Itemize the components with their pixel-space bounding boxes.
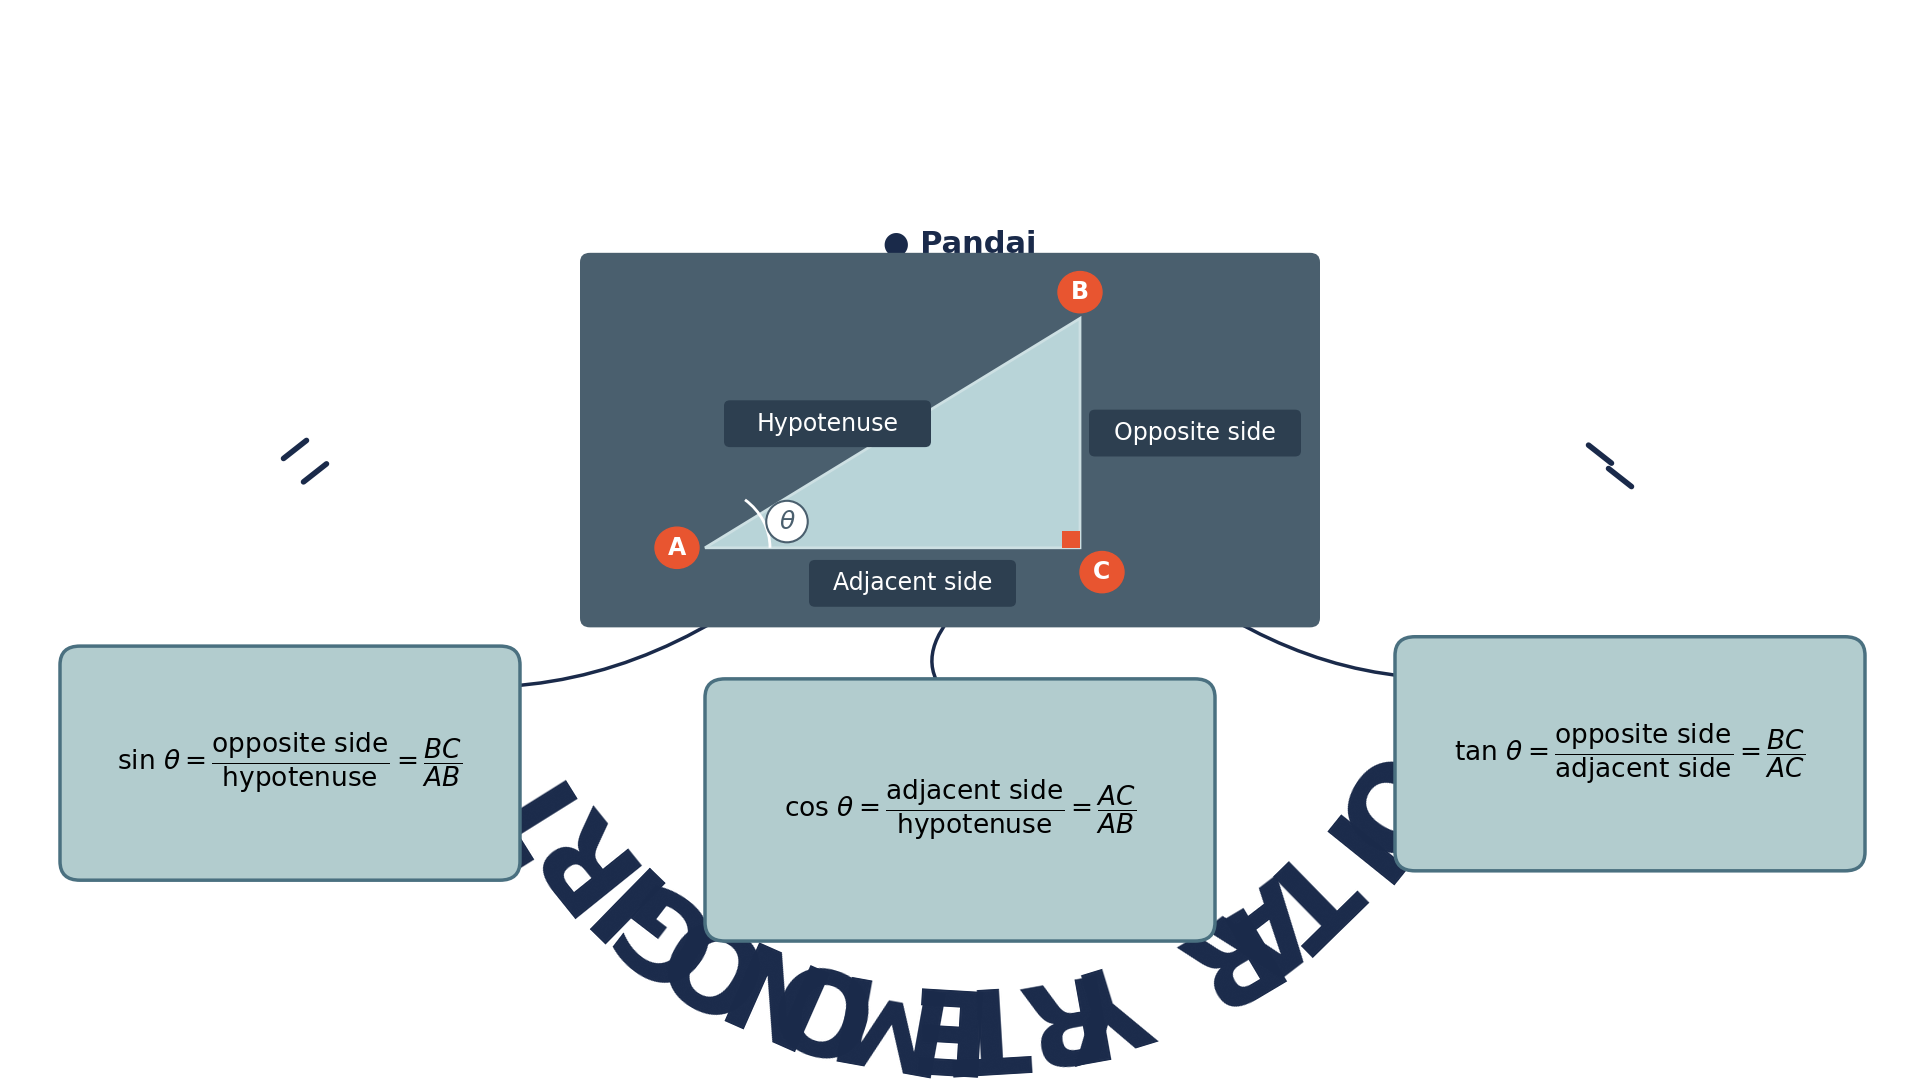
Text: G: G bbox=[588, 851, 735, 1001]
Text: R: R bbox=[993, 948, 1102, 1078]
Text: A: A bbox=[1187, 852, 1331, 999]
Text: R: R bbox=[505, 778, 651, 921]
Circle shape bbox=[1058, 271, 1102, 313]
Polygon shape bbox=[1062, 531, 1079, 548]
Text: B: B bbox=[1071, 280, 1089, 305]
FancyBboxPatch shape bbox=[1089, 409, 1302, 457]
Text: N: N bbox=[693, 908, 829, 1054]
FancyBboxPatch shape bbox=[724, 401, 931, 447]
Text: $\sin\,\theta = \dfrac{\mathrm{opposite\ side}}{\mathrm{hypotenuse}} = \dfrac{BC: $\sin\,\theta = \dfrac{\mathrm{opposite\… bbox=[117, 731, 463, 795]
Text: I: I bbox=[561, 834, 674, 946]
Text: Adjacent side: Adjacent side bbox=[833, 571, 993, 595]
Text: $\cos\,\theta = \dfrac{\mathrm{adjacent\ side}}{\mathrm{hypotenuse}} = \dfrac{AC: $\cos\,\theta = \dfrac{\mathrm{adjacent\… bbox=[783, 778, 1137, 842]
FancyBboxPatch shape bbox=[1396, 637, 1864, 870]
Text: R: R bbox=[1142, 883, 1279, 1029]
Text: Opposite side: Opposite side bbox=[1114, 421, 1277, 445]
Circle shape bbox=[1079, 552, 1123, 593]
Text: Y: Y bbox=[1046, 933, 1162, 1068]
Circle shape bbox=[655, 527, 699, 568]
Polygon shape bbox=[705, 319, 1079, 548]
Text: C: C bbox=[1092, 561, 1110, 584]
Text: T: T bbox=[945, 960, 1033, 1080]
Text: Hypotenuse: Hypotenuse bbox=[756, 411, 899, 435]
Text: E: E bbox=[887, 960, 975, 1080]
FancyBboxPatch shape bbox=[705, 679, 1215, 941]
FancyBboxPatch shape bbox=[808, 559, 1016, 607]
Text: $\tan\,\theta = \dfrac{\mathrm{opposite\ side}}{\mathrm{adjacent\ side}} = \dfra: $\tan\,\theta = \dfrac{\mathrm{opposite\… bbox=[1453, 721, 1805, 786]
Text: O: O bbox=[751, 931, 881, 1070]
FancyBboxPatch shape bbox=[580, 253, 1321, 627]
Text: I: I bbox=[1283, 796, 1400, 903]
Text: M: M bbox=[804, 946, 941, 1080]
Text: A: A bbox=[668, 536, 685, 559]
Text: O: O bbox=[1300, 732, 1452, 878]
FancyBboxPatch shape bbox=[60, 646, 520, 880]
Text: T: T bbox=[474, 741, 614, 869]
Text: O: O bbox=[637, 881, 781, 1031]
Text: T: T bbox=[1233, 821, 1371, 959]
Text: $\theta$: $\theta$ bbox=[780, 510, 795, 534]
Text: ● Pandai: ● Pandai bbox=[883, 229, 1037, 258]
